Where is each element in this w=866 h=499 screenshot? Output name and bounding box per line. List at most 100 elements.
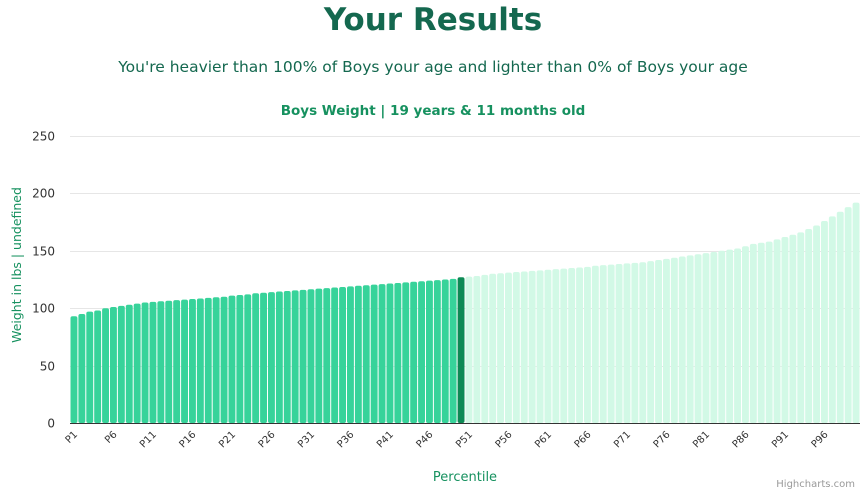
bar[interactable]: [615, 264, 623, 423]
bar[interactable]: [386, 283, 394, 423]
bar[interactable]: [781, 237, 789, 423]
bar[interactable]: [789, 234, 797, 423]
bar[interactable]: [773, 239, 781, 423]
bar[interactable]: [805, 228, 813, 423]
bar[interactable]: [228, 295, 236, 423]
bar[interactable]: [797, 232, 805, 423]
bar[interactable]: [465, 276, 473, 423]
bar[interactable]: [749, 243, 757, 423]
bar[interactable]: [307, 289, 315, 423]
bar[interactable]: [378, 284, 386, 423]
bar-current[interactable]: [457, 277, 465, 423]
bar[interactable]: [686, 255, 694, 423]
bar[interactable]: [141, 302, 149, 423]
bar[interactable]: [157, 301, 165, 423]
bar[interactable]: [734, 248, 741, 424]
bar[interactable]: [631, 262, 639, 423]
bar[interactable]: [481, 274, 489, 423]
bar[interactable]: [70, 316, 78, 423]
bar[interactable]: [173, 300, 181, 423]
bar[interactable]: [576, 267, 583, 423]
bar[interactable]: [204, 297, 212, 423]
bar[interactable]: [110, 307, 117, 423]
bar[interactable]: [813, 225, 820, 423]
bar[interactable]: [449, 278, 457, 423]
bar[interactable]: [852, 202, 860, 423]
bar[interactable]: [552, 269, 560, 423]
bar[interactable]: [426, 280, 433, 423]
bar[interactable]: [828, 216, 836, 423]
bar[interactable]: [678, 256, 686, 423]
bar[interactable]: [663, 258, 670, 423]
bar[interactable]: [291, 290, 299, 423]
bar[interactable]: [323, 288, 331, 423]
bar[interactable]: [647, 261, 655, 423]
bar[interactable]: [125, 304, 133, 423]
bar[interactable]: [268, 292, 275, 423]
bar[interactable]: [584, 266, 591, 423]
bar[interactable]: [86, 311, 94, 423]
bar[interactable]: [260, 292, 267, 423]
bar[interactable]: [765, 241, 773, 423]
bar[interactable]: [299, 289, 307, 423]
bar[interactable]: [94, 310, 102, 424]
bar[interactable]: [433, 280, 441, 423]
bar[interactable]: [410, 281, 418, 423]
bar[interactable]: [497, 273, 504, 423]
bar[interactable]: [536, 270, 544, 423]
bar[interactable]: [639, 262, 647, 423]
bar[interactable]: [528, 270, 536, 423]
bar[interactable]: [473, 276, 481, 423]
bar[interactable]: [331, 287, 339, 423]
bar[interactable]: [489, 273, 497, 423]
bar[interactable]: [236, 295, 244, 423]
bar[interactable]: [726, 249, 734, 423]
bar[interactable]: [670, 257, 678, 423]
bar[interactable]: [283, 290, 291, 423]
bar[interactable]: [117, 305, 125, 423]
bar[interactable]: [757, 242, 765, 423]
bar[interactable]: [599, 265, 607, 423]
bar[interactable]: [402, 282, 410, 423]
bar[interactable]: [836, 211, 844, 423]
bar[interactable]: [362, 285, 370, 423]
bar[interactable]: [196, 298, 204, 423]
bar[interactable]: [102, 308, 109, 423]
bar[interactable]: [607, 264, 615, 423]
bar[interactable]: [694, 254, 702, 423]
bar[interactable]: [133, 303, 141, 423]
bar[interactable]: [710, 251, 718, 423]
bar[interactable]: [655, 259, 662, 423]
bar[interactable]: [505, 272, 512, 423]
bar[interactable]: [220, 296, 228, 423]
bar[interactable]: [165, 300, 173, 423]
bar[interactable]: [718, 250, 726, 423]
bar[interactable]: [821, 220, 828, 423]
bar[interactable]: [512, 272, 520, 423]
bar[interactable]: [347, 286, 354, 423]
bar[interactable]: [591, 265, 599, 423]
bar[interactable]: [78, 313, 86, 423]
bar[interactable]: [568, 268, 576, 423]
bar[interactable]: [181, 299, 188, 423]
bar[interactable]: [339, 286, 346, 423]
bar[interactable]: [212, 297, 220, 423]
bar[interactable]: [844, 207, 852, 423]
bar[interactable]: [742, 246, 749, 423]
bar[interactable]: [394, 282, 402, 423]
bar[interactable]: [418, 281, 425, 423]
bar[interactable]: [244, 294, 252, 423]
bar[interactable]: [275, 291, 283, 423]
bar[interactable]: [149, 301, 157, 423]
bar[interactable]: [315, 288, 323, 423]
bar[interactable]: [623, 263, 631, 423]
bar[interactable]: [702, 253, 710, 423]
bar[interactable]: [544, 269, 552, 423]
bar[interactable]: [354, 285, 362, 423]
highcharts-credits-link[interactable]: Highcharts.com: [776, 479, 855, 490]
bar[interactable]: [441, 279, 449, 424]
bar[interactable]: [252, 293, 260, 423]
bar[interactable]: [370, 284, 378, 423]
bar[interactable]: [520, 271, 528, 423]
bar[interactable]: [560, 268, 568, 423]
